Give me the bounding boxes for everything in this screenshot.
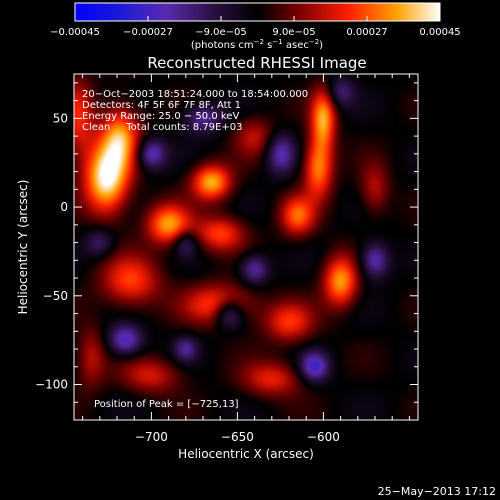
x-tick-label: −600	[307, 430, 340, 444]
info-line: Detectors: 4F 5F 6F 7F 8F, Att 1	[82, 100, 241, 111]
info-block: 20−Oct−2003 18:51:24.000 to 18:54:00.000…	[82, 89, 308, 133]
colorbar-ticks: −0.00045 −0.00027 −9.0e−05 9.0e−05 0.00027 0.…	[50, 16, 461, 38]
colorbar-tick-label: 0.00045	[419, 27, 460, 38]
footer-timestamp: 25−May−2013 17:12	[378, 485, 496, 498]
info-line: Energy Range: 25.0 − 50.0 keV	[82, 111, 239, 122]
x-tick-label: −650	[221, 430, 254, 444]
y-tick-label: 0	[60, 200, 68, 214]
colorbar-tick-label: 0.00027	[346, 27, 387, 38]
heatmap-image	[74, 74, 418, 420]
y-tick-label: −50	[43, 289, 68, 303]
colorbar: −0.00045 −0.00027 −9.0e−05 9.0e−05 0.00027 0.…	[50, 2, 461, 51]
chart-title: Reconstructed RHESSI Image	[147, 54, 366, 72]
y-tick-label: 50	[53, 111, 68, 125]
colorbar-tick-label: 9.0e−05	[272, 27, 315, 38]
colorbar-tick-label: −9.0e−05	[195, 27, 247, 38]
x-tick-label: −700	[135, 430, 168, 444]
info-line: Clean Total counts: 8.79E+03	[82, 122, 242, 133]
colorbar-gradient	[74, 2, 441, 22]
colorbar-tick-label: −0.00045	[50, 27, 100, 38]
y-axis-label: Heliocentric Y (arcsec)	[16, 180, 30, 315]
colorbar-unit: (photons cm−2 s−1 asec−2)	[191, 38, 323, 51]
y-tick-label: −100	[35, 378, 68, 392]
y-axis: 50 0 −50 −100	[35, 82, 418, 421]
x-axis: −700 −650 −600	[82, 74, 410, 444]
info-line: 20−Oct−2003 18:51:24.000 to 18:54:00.000	[82, 89, 308, 100]
plot-frame	[73, 73, 419, 421]
x-axis-label: Heliocentric X (arcsec)	[178, 447, 314, 461]
colorbar-tick-label: −0.00027	[123, 27, 173, 38]
peak-position-label: Position of Peak = [−725,13]	[94, 399, 239, 410]
